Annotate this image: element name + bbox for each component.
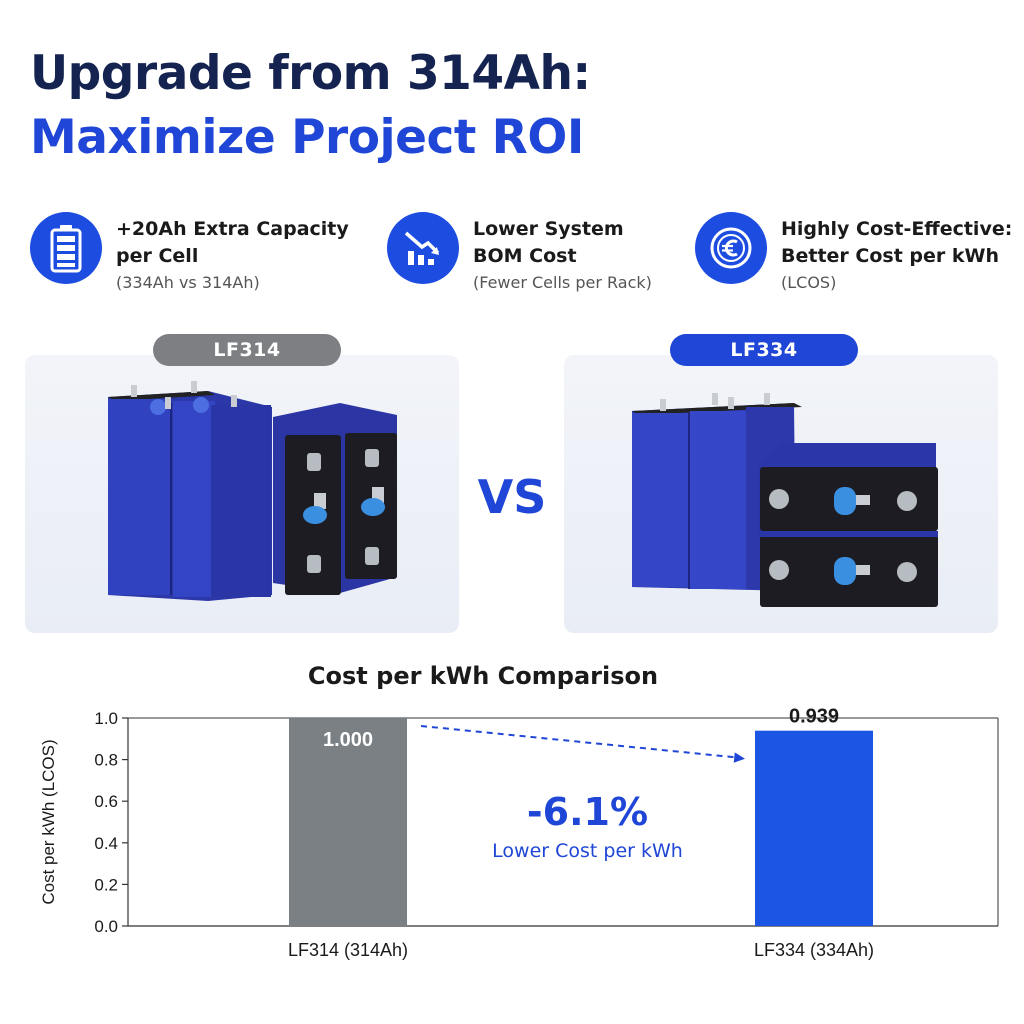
feature-title: per Cell [116,245,199,267]
x-tick-label: LF334 (334Ah) [754,940,874,960]
y-tick-label: 0.2 [94,875,118,894]
bar-value-label: 0.939 [789,706,839,728]
feature-lower-bom: Lower System BOM Cost (Fewer Cells per R… [387,212,652,296]
feature-extra-capacity: +20Ah Extra Capacity per Cell (334Ah vs … [30,212,349,296]
x-tick-label: LF314 (314Ah) [288,940,408,960]
vs-label: VS [477,470,547,524]
percent-change: -6.1% [526,790,649,834]
feature-cost-effective: Highly Cost-Effective: Better Cost per k… [695,212,1012,296]
product-panel-lf334 [564,355,998,633]
percent-change-caption: Lower Cost per kWh [492,840,683,862]
trend-arrow-line [420,725,740,759]
battery-icon [30,212,102,284]
y-tick-label: 1.0 [94,709,118,728]
chart-title: Cost per kWh Comparison [307,662,659,690]
feature-title: Lower System [473,218,624,240]
feature-subtitle: (Fewer Cells per Rack) [473,273,652,292]
bar-2 [755,730,873,926]
headline: Upgrade from 314Ah: Maximize Project ROI [30,42,591,170]
euro-coin-icon [695,212,767,284]
y-tick-label: 0.6 [94,792,118,811]
feature-title: BOM Cost [473,245,577,267]
headline-line-2: Maximize Project ROI [30,110,584,165]
bar-chart: Cost per kWh (LCOS) 0.0 0.2 0.4 0.6 0.8 1.0 1.… [39,706,999,960]
y-tick-label: 0.0 [94,917,118,936]
feature-title: +20Ah Extra Capacity [116,218,349,240]
y-tick-label: 0.4 [94,834,118,853]
cost-down-chart-icon [387,212,459,284]
bar-value-label: 1.000 [323,729,373,751]
label-lf334: LF334 [670,334,858,366]
feature-subtitle: (LCOS) [781,273,837,292]
battery-cells-lf334-image [632,393,938,607]
trend-arrow-head [733,752,745,763]
battery-cells-lf314-image [108,381,397,601]
feature-subtitle: (334Ah vs 314Ah) [116,273,260,292]
feature-title: Highly Cost-Effective: [781,218,1013,240]
feature-title: Better Cost per kWh [781,245,999,267]
label-lf314: LF314 [153,334,341,366]
bar-1 [289,718,407,926]
product-panel-lf314 [25,355,459,633]
y-axis-label: Cost per kWh (LCOS) [39,739,58,904]
y-tick-label: 0.8 [94,751,118,770]
headline-line-1: Upgrade from 314Ah: [30,46,591,101]
